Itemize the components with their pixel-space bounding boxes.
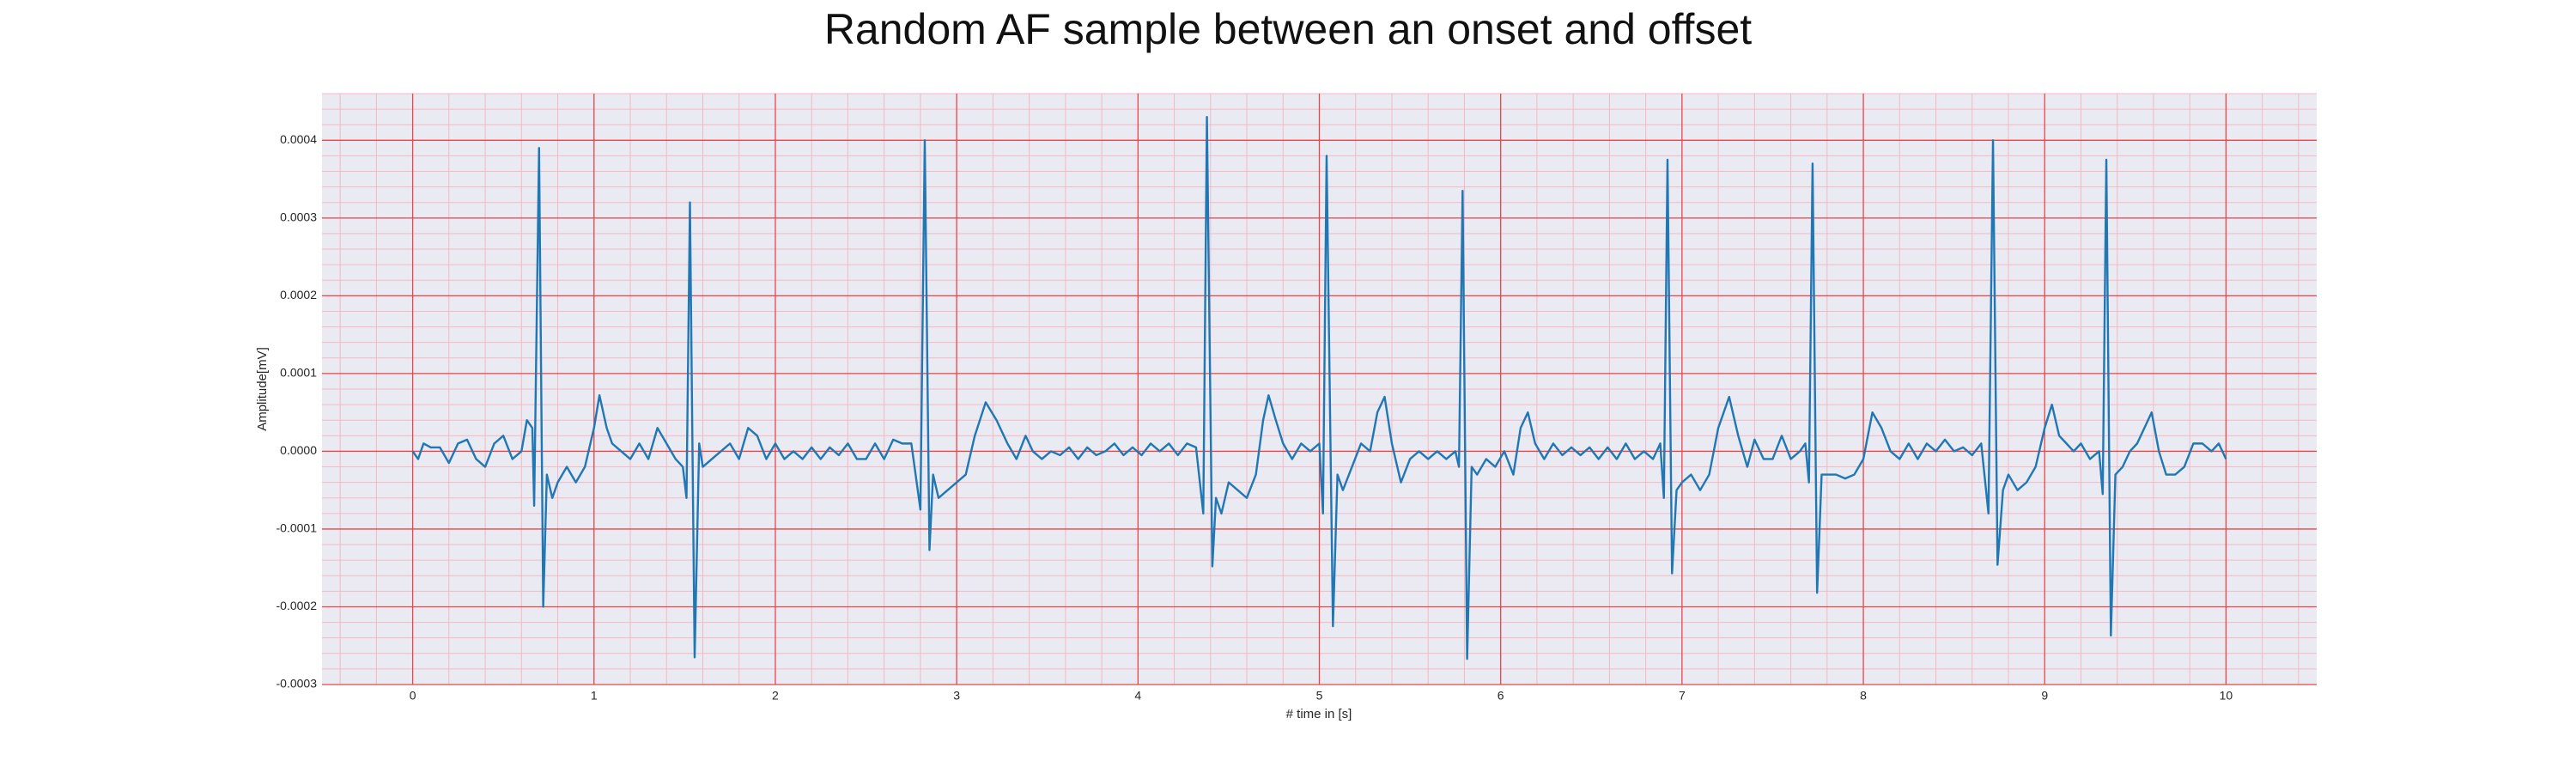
ecg-line bbox=[411, 115, 2227, 660]
y-tick-label: 0.0004 bbox=[280, 132, 317, 146]
y-tick-label: 0.0001 bbox=[280, 366, 317, 380]
x-tick-label: 3 bbox=[953, 689, 960, 703]
x-tick-label: 8 bbox=[1860, 689, 1867, 703]
y-tick-label: 0.0002 bbox=[280, 288, 317, 301]
x-tick-label: 5 bbox=[1316, 689, 1323, 703]
x-axis-label: # time in [s] bbox=[1286, 707, 1352, 721]
x-tick-label: 1 bbox=[591, 689, 598, 703]
x-tick-label: 9 bbox=[2041, 689, 2048, 703]
y-tick-label: -0.0003 bbox=[276, 677, 318, 691]
y-tick-label: 0.0000 bbox=[280, 443, 317, 457]
chart-title: Random AF sample between an onset and of… bbox=[824, 5, 1752, 53]
y-tick-label: -0.0002 bbox=[276, 599, 318, 612]
y-tick-label: 0.0003 bbox=[280, 210, 317, 224]
x-tick-label: 0 bbox=[410, 689, 416, 703]
x-tick-label: 2 bbox=[772, 689, 779, 703]
x-tick-label: 4 bbox=[1134, 689, 1141, 703]
x-tick-label: 10 bbox=[2220, 689, 2233, 703]
y-tick-label: -0.0001 bbox=[276, 521, 318, 535]
x-tick-label: 6 bbox=[1498, 689, 1504, 703]
y-axis-label: Amplitude[mV] bbox=[255, 347, 270, 431]
x-tick-label: 7 bbox=[1679, 689, 1686, 703]
